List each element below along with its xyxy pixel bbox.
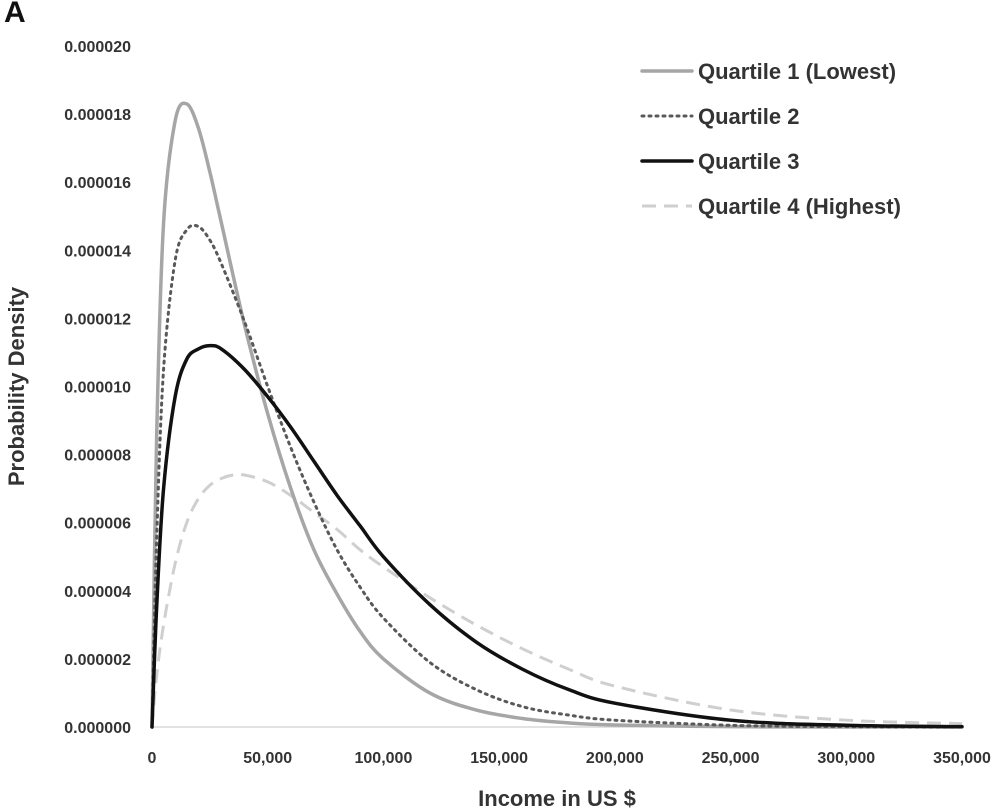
x-tick-label: 50,000: [243, 750, 292, 767]
legend: Quartile 1 (Lowest) Quartile 2 Quartile 3 Q…: [640, 59, 901, 219]
y-tick-label: 0.000000: [64, 720, 131, 737]
x-tick-label: 300,000: [817, 750, 875, 767]
y-tick-label: 0.000008: [64, 448, 131, 465]
x-tick-label: 250,000: [702, 750, 760, 767]
y-tick-label: 0.000020: [64, 39, 131, 56]
x-tick-label: 100,000: [355, 750, 413, 767]
legend-label-quartile-4: Quartile 4 (Highest): [698, 194, 901, 219]
series-line-quartile-1: [150, 101, 964, 729]
y-tick-label: 0.000004: [64, 584, 131, 601]
y-tick-label: 0.000014: [64, 243, 131, 260]
series-line-quartile-4: [150, 472, 963, 728]
y-tick-label: 0.000012: [64, 311, 131, 328]
x-tick-label: 350,000: [933, 750, 991, 767]
x-tick-label: 150,000: [470, 750, 528, 767]
series-lines: [150, 101, 964, 729]
series-line-quartile-3: [150, 343, 964, 729]
y-axis-ticks: 0.000000 0.000002 0.000004 0.000006 0.000008…: [64, 39, 131, 737]
y-tick-label: 0.000016: [64, 175, 131, 192]
y-tick-label: 0.000010: [64, 380, 131, 397]
x-tick-label: 0: [148, 750, 157, 767]
y-tick-label: 0.000006: [64, 516, 131, 533]
y-tick-label: 0.000018: [64, 107, 131, 124]
legend-label-quartile-3: Quartile 3: [698, 149, 799, 174]
y-tick-label: 0.000002: [64, 652, 131, 669]
x-axis-ticks: 0 50,000 100,000 150,000 200,000 250,000 300,0…: [148, 750, 991, 767]
x-tick-label: 200,000: [586, 750, 644, 767]
legend-label-quartile-2: Quartile 2: [698, 104, 799, 129]
y-axis-title: Probability Density: [4, 286, 29, 486]
legend-label-quartile-1: Quartile 1 (Lowest): [698, 59, 896, 84]
panel-label: A: [4, 0, 26, 29]
x-axis-title: Income in US $: [478, 786, 636, 811]
series-line-quartile-2: [150, 223, 964, 729]
